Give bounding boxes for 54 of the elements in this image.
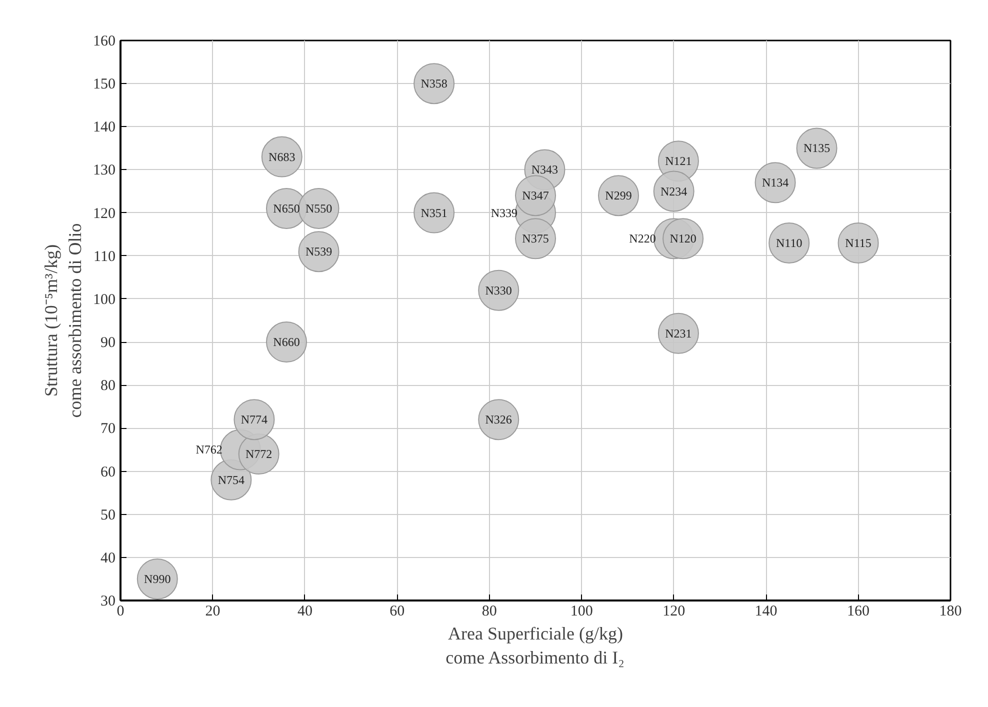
- x-tick-label: 60: [390, 604, 405, 620]
- annotation: N299: [605, 188, 632, 203]
- annotation: N683: [268, 150, 296, 164]
- x-axis-title: Area Superficiale (g/kg) come Assorbimento di I₂: [446, 624, 624, 668]
- y-tick-label: 120: [93, 206, 116, 222]
- annotation: N990: [144, 572, 171, 586]
- y-tick-label: 60: [100, 464, 116, 480]
- annotation: N121: [665, 154, 692, 168]
- y-tick-label: 160: [93, 34, 116, 50]
- x-tick-label: 120: [662, 604, 686, 620]
- annotation: N351: [420, 206, 448, 220]
- annotation: N550: [305, 202, 332, 216]
- annotation: N134: [762, 176, 789, 190]
- annotation: N650: [273, 202, 300, 216]
- annotation: N326: [485, 412, 512, 427]
- annotation: N539: [305, 244, 332, 259]
- x-tick-label: 160: [847, 604, 870, 620]
- annotation: N347: [522, 188, 549, 203]
- annotation: N754: [218, 472, 245, 487]
- y-tick-label: 50: [100, 507, 116, 524]
- annotation: N762: [196, 442, 222, 457]
- y-tick-label: 140: [93, 120, 116, 136]
- annotation: N358: [420, 76, 448, 91]
- annotation: N343: [531, 162, 558, 177]
- y-axis-title: Struttura (10⁻⁵m³/kg) come assorbimento di Olio: [41, 223, 85, 418]
- x-tick-label: 140: [754, 604, 778, 620]
- annotation: N120: [670, 232, 696, 246]
- x-tick-label: 20: [205, 604, 220, 620]
- annotation: N660: [273, 335, 300, 350]
- y-tick-label: 30: [100, 594, 116, 610]
- annotation: N135: [803, 141, 830, 156]
- annotation: N220: [629, 232, 656, 246]
- y-tick-label: 90: [100, 335, 116, 352]
- annotation: N231: [665, 326, 692, 340]
- x-tick-label: 0: [116, 604, 124, 620]
- y-tick-label: 80: [100, 378, 116, 394]
- annotation: N330: [485, 283, 512, 298]
- annotation: N339: [490, 206, 518, 220]
- y-tick-label: 150: [93, 76, 116, 93]
- y-tick-label: 40: [100, 550, 116, 566]
- annotation: N772: [246, 447, 272, 462]
- y-tick-label: 100: [93, 292, 116, 308]
- annotation: N115: [845, 236, 872, 250]
- y-tick-label: 70: [100, 421, 116, 438]
- x-tick-label: 80: [482, 604, 497, 620]
- annotation: N774: [240, 412, 268, 427]
- x-tick-label: 40: [297, 604, 312, 620]
- x-tick-label: 100: [570, 604, 593, 620]
- y-tick-label: 130: [93, 162, 116, 179]
- y-tick-label: 110: [94, 248, 116, 265]
- annotation: N375: [522, 232, 549, 246]
- x-tick-label: 180: [939, 604, 962, 620]
- annotation: N234: [660, 184, 688, 198]
- annotation: N110: [776, 236, 802, 250]
